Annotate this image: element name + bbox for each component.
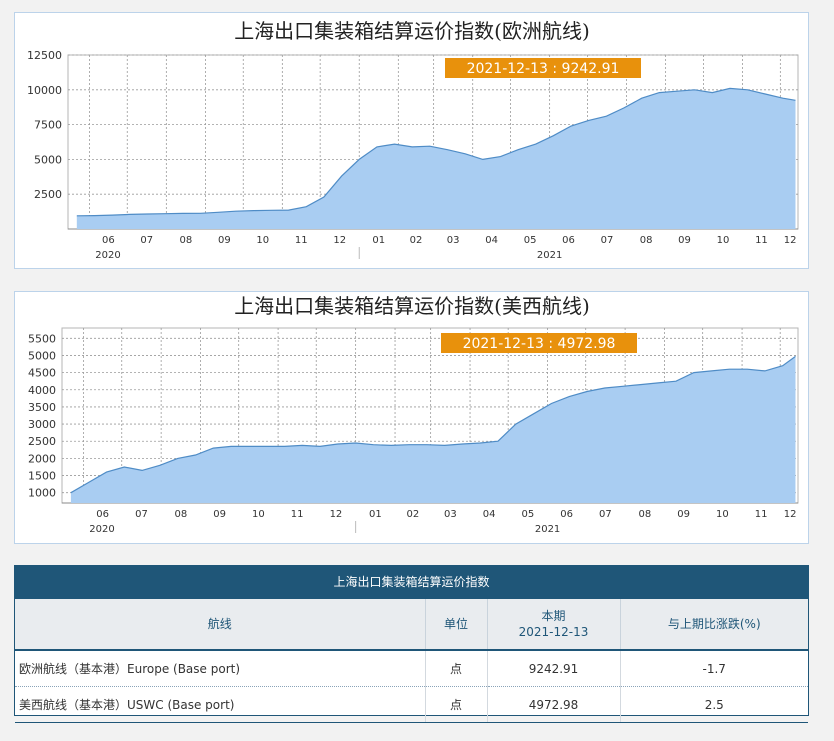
uswc-x-tick-label: 06 [560, 509, 573, 520]
europe-series-line [76, 87, 796, 217]
europe-chart: 上海出口集装箱结算运价指数(欧洲航线) 2500 5000 7500 10000 1250… [27, 19, 799, 261]
europe-x-tick-label: 09 [678, 235, 691, 246]
uswc-x-tick-label: 01 [369, 509, 382, 520]
europe-y-tick-label: 10000 [27, 84, 62, 97]
uswc-y-tick-label: 5000 [28, 349, 56, 362]
europe-y-tick-label: 5000 [34, 153, 62, 166]
header-current: 本期 2021-12-13 [487, 599, 621, 651]
europe-x-tick-label: 05 [524, 235, 537, 246]
europe-x-tick-label: 07 [601, 235, 614, 246]
cell-unit: 点 [425, 686, 488, 723]
uswc-x-tick-label: 09 [213, 509, 226, 520]
uswc-y-tick-label: 2500 [28, 435, 56, 448]
uswc-x-tick-label: 10 [716, 509, 729, 520]
europe-x-tick-label: 03 [447, 235, 460, 246]
index-table: 航线 单位 本期 2021-12-13 与上期比涨跌(%) 欧洲航线（基本港）E… [15, 599, 808, 723]
cell-route: 美西航线（基本港）USWC (Base port) [15, 686, 426, 723]
europe-x-tick-label: 12 [333, 235, 346, 246]
europe-y-tick-label: 7500 [34, 119, 62, 132]
europe-x-tick-label: 11 [295, 235, 308, 246]
uswc-tooltip-bg [441, 333, 637, 353]
index-table-panel: 上海出口集装箱结算运价指数 航线 单位 本期 2021-12-13 与上期比涨跌… [14, 565, 809, 723]
uswc-y-tick-label: 3500 [28, 401, 56, 414]
europe-x-tick-label: 06 [102, 235, 115, 246]
uswc-x-tick-label: 02 [406, 509, 419, 520]
uswc-x-tick-label: 08 [638, 509, 651, 520]
uswc-x-tick-label: 12 [784, 509, 797, 520]
table-row-europe: 欧洲航线（基本港）Europe (Base port) 点 9242.91 -1… [15, 649, 808, 687]
uswc-y-tick-label: 2000 [28, 452, 56, 465]
cell-unit: 点 [425, 649, 488, 687]
europe-tooltip-text: 2021-12-13 : 9242.91 [467, 61, 620, 77]
europe-area-fill [76, 88, 796, 230]
europe-x-tick-label: 07 [140, 235, 153, 246]
cell-change: 2.5 [620, 686, 808, 723]
uswc-chart-panel: 上海出口集装箱结算运价指数(美西航线) 1000 1500 2000 2500 3000 3… [14, 291, 809, 544]
uswc-y-tick-label: 5500 [28, 332, 56, 345]
europe-x-tick-label: 01 [372, 235, 385, 246]
uswc-x-tick-label: 07 [599, 509, 612, 520]
table-title: 上海出口集装箱结算运价指数 [15, 566, 808, 599]
uswc-x-tick-label: 03 [444, 509, 457, 520]
uswc-series-line [70, 355, 796, 494]
europe-x-tick-label: 10 [256, 235, 269, 246]
uswc-x-tick-label: 09 [677, 509, 690, 520]
cell-value: 9242.91 [487, 649, 621, 687]
uswc-x-tick-label: 10 [252, 509, 265, 520]
uswc-x-tick-label: 12 [330, 509, 343, 520]
table-header-row: 航线 单位 本期 2021-12-13 与上期比涨跌(%) [15, 599, 808, 651]
uswc-y-tick-label: 4000 [28, 384, 56, 397]
uswc-year-label: 2020 [89, 524, 114, 535]
uswc-y-tick-label: 4500 [28, 367, 56, 380]
europe-x-tick-label: 09 [218, 235, 231, 246]
europe-x-tick-label: 04 [485, 235, 498, 246]
europe-x-tick-label: 10 [717, 235, 730, 246]
cell-route: 欧洲航线（基本港）Europe (Base port) [15, 649, 426, 687]
uswc-x-tick-label: 11 [291, 509, 304, 520]
uswc-year-label: 2021 [535, 524, 560, 535]
europe-chart-title: 上海出口集装箱结算运价指数(欧洲航线) [234, 19, 590, 43]
europe-x-tick-label: 02 [410, 235, 423, 246]
uswc-x-tick-label: 05 [522, 509, 535, 520]
europe-x-tick-label: 11 [755, 235, 768, 246]
uswc-area-fill [70, 356, 796, 503]
europe-y-tick-label: 2500 [34, 188, 62, 201]
uswc-tooltip-text: 2021-12-13 : 4972.98 [463, 336, 616, 352]
uswc-x-tick-label: 08 [174, 509, 187, 520]
europe-x-tick-label: 08 [180, 235, 193, 246]
cell-change: -1.7 [620, 649, 808, 687]
header-current-label: 本期 [541, 609, 566, 623]
header-change: 与上期比涨跌(%) [620, 599, 808, 651]
header-current-date: 2021-12-13 [518, 625, 589, 639]
uswc-y-tick-label: 1000 [28, 487, 56, 500]
europe-y-tick-label: 12500 [27, 49, 62, 62]
uswc-tooltip: 2021-12-13 : 4972.98 [441, 333, 637, 353]
cell-value: 4972.98 [487, 686, 621, 723]
uswc-x-tick-label: 04 [483, 509, 496, 520]
table-row-uswc: 美西航线（基本港）USWC (Base port) 点 4972.98 2.5 [15, 686, 808, 723]
header-unit: 单位 [425, 599, 488, 651]
uswc-y-tick-label: 3000 [28, 418, 56, 431]
europe-x-tick-label: 08 [640, 235, 653, 246]
europe-x-tick-label: 12 [784, 235, 797, 246]
uswc-chart-title: 上海出口集装箱结算运价指数(美西航线) [234, 294, 590, 318]
europe-year-label: 2020 [95, 250, 120, 261]
europe-x-tick-label: 06 [562, 235, 575, 246]
uswc-y-tick-label: 1500 [28, 470, 56, 483]
uswc-chart: 上海出口集装箱结算运价指数(美西航线) 1000 1500 2000 2500 3000 3… [28, 294, 799, 535]
europe-chart-panel: 上海出口集装箱结算运价指数(欧洲航线) 2500 5000 7500 10000 1250… [14, 12, 809, 269]
uswc-x-tick-label: 06 [96, 509, 109, 520]
europe-tooltip-bg [445, 58, 641, 78]
europe-year-label: 2021 [537, 250, 562, 261]
header-route: 航线 [15, 599, 426, 651]
uswc-x-tick-label: 07 [135, 509, 148, 520]
uswc-x-tick-label: 11 [755, 509, 768, 520]
europe-tooltip: 2021-12-13 : 9242.91 [445, 58, 641, 78]
